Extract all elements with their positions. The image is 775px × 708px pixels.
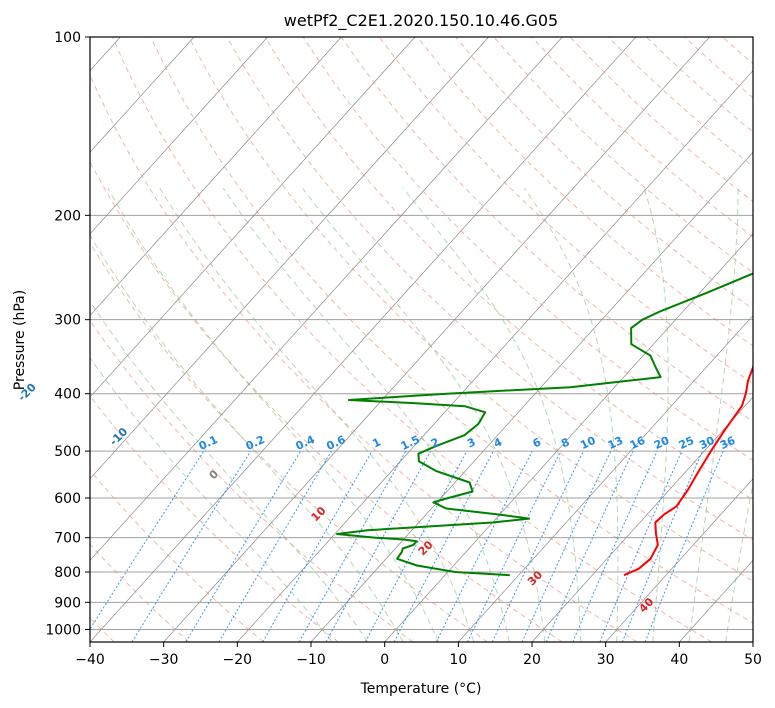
x-tick-label: 10 [449, 652, 467, 668]
isotherm-line [384, 233, 753, 642]
isotherm-line [90, 37, 489, 480]
mixing-ratio-line [364, 450, 468, 642]
moist-adiabat-line [107, 187, 439, 642]
grid-lines [90, 37, 753, 642]
isotherm-line [605, 478, 753, 642]
dry-adiabat-line [226, 37, 753, 541]
mixing-ratio-line [599, 450, 683, 642]
dewpoint-profile-line [336, 272, 753, 577]
x-tick-label: −40 [75, 652, 105, 668]
isotherm-line [163, 37, 710, 642]
isotherm-line [237, 70, 753, 642]
x-tick-label: 40 [670, 652, 688, 668]
y-tick-label: 100 [54, 30, 81, 46]
mixing-ratio-label: 30 [697, 434, 717, 452]
y-tick-label: 900 [54, 595, 81, 611]
mixing-ratio-line [262, 450, 373, 642]
mixing-ratio-line [545, 450, 634, 642]
temperature-profile-line [623, 357, 753, 577]
dry-adiabat-line [90, 73, 638, 642]
x-tick-label: −30 [149, 652, 179, 668]
x-tick-label: 20 [523, 652, 541, 668]
y-axis-ticks: 100 200 300 400 500 600 700 800 900 1000 [45, 30, 90, 638]
dry-adiabat-line [90, 160, 563, 642]
y-axis-label: Pressure (hPa) [12, 290, 28, 390]
mixing-ratio-line [435, 450, 533, 642]
mixing-ratio-line [467, 450, 562, 642]
mixing-ratio-line [621, 450, 703, 642]
mixing-ratio-label: 13 [606, 434, 625, 452]
mixing-ratio-line [185, 450, 302, 642]
mixing-ratio-label: 20 [652, 434, 672, 452]
y-tick-label: 700 [54, 531, 81, 547]
moist-adiabat-line [90, 234, 404, 642]
mixing-ratio-line [644, 450, 724, 642]
x-tick-label: −20 [223, 652, 253, 668]
isotherm-line [531, 396, 753, 642]
dry-adiabat-line [188, 37, 753, 582]
isotherm-line [458, 314, 753, 642]
mixing-ratio-line [131, 450, 252, 642]
moist-adiabat-line [90, 357, 333, 642]
mixing-ratio-label: 36 [718, 434, 738, 452]
mixing-ratio-label: 25 [677, 434, 696, 452]
dry-adiabat-line [112, 37, 712, 642]
moist-adiabat-line [688, 188, 739, 642]
isotherm-line [752, 641, 753, 642]
y-tick-label: 1000 [45, 622, 81, 638]
moist-adiabat-line [222, 187, 510, 642]
isotherm-line [90, 37, 342, 317]
data-series [336, 272, 753, 577]
moist-adiabat-line [90, 300, 369, 642]
mixing-ratio-label: 10 [578, 434, 598, 452]
isotherm-line [90, 37, 416, 398]
dry-adiabat-line [90, 469, 264, 642]
mixing-ratio-line [521, 450, 612, 642]
dry-adiabat-line [264, 37, 753, 501]
dry-adiabat-line [417, 37, 753, 347]
x-axis-label: Temperature (°C) [360, 681, 482, 697]
chart-title: wetPf2_C2E1.2020.150.10.46.G05 [284, 11, 558, 31]
plot-frame [89, 36, 754, 643]
isotherm-line [90, 37, 563, 561]
isotherm-line [90, 37, 637, 642]
mixing-ratio-label: 16 [628, 434, 648, 452]
mixing-ratio-line [572, 450, 658, 642]
dry-adiabat-line [90, 242, 488, 642]
y-tick-label: 500 [54, 444, 81, 460]
dry-adiabat-line [150, 37, 753, 624]
y-tick-label: 400 [54, 387, 81, 403]
dry-adiabat-line [302, 37, 753, 461]
x-tick-label: 50 [744, 652, 762, 668]
y-tick-label: 300 [54, 313, 81, 329]
moist-adiabat-line [302, 187, 546, 642]
mixing-ratio-line [298, 450, 407, 642]
moist-adiabat-line [159, 187, 475, 642]
x-axis-ticks: −40 −30 −20 −10 0 10 20 30 40 50 [75, 642, 762, 668]
isotherm-line [90, 37, 195, 153]
x-tick-label: 0 [380, 652, 389, 668]
y-tick-label: 800 [54, 565, 81, 581]
y-tick-label: 600 [54, 491, 81, 507]
mixing-ratio-line [90, 450, 205, 630]
x-tick-label: 30 [597, 652, 615, 668]
x-tick-label: −10 [296, 652, 326, 668]
isotherm-line [90, 37, 268, 235]
y-tick-label: 200 [54, 208, 81, 224]
mixing-ratio-line [491, 450, 584, 642]
mixing-ratio-line [325, 450, 432, 642]
